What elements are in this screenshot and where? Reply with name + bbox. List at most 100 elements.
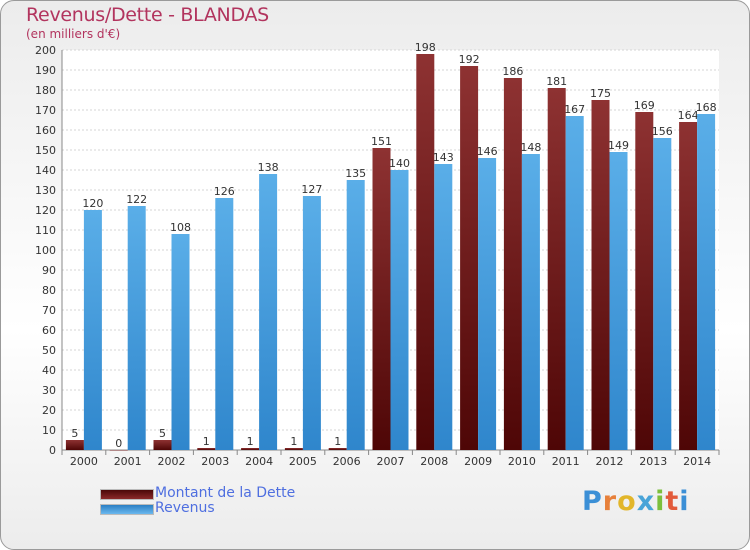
y-tick-label: 130 — [35, 184, 56, 197]
revenue-bar — [390, 170, 409, 450]
x-tick-label: 2013 — [639, 455, 667, 468]
legend-swatch-dette — [100, 489, 154, 500]
revenue-bar — [346, 180, 365, 450]
chart-subtitle: (en milliers d'€) — [26, 27, 121, 41]
revenue-bar — [653, 138, 672, 450]
debt-bar — [372, 148, 391, 450]
y-tick-label: 20 — [42, 404, 56, 417]
y-tick-label: 180 — [35, 84, 56, 97]
y-tick-label: 70 — [42, 304, 56, 317]
y-tick-label: 90 — [42, 264, 56, 277]
x-tick-label: 2003 — [201, 455, 229, 468]
y-tick-label: 150 — [35, 144, 56, 157]
debt-bar — [679, 122, 698, 450]
x-tick-label: 2007 — [377, 455, 405, 468]
debt-bar — [328, 448, 347, 450]
debt-bar — [109, 450, 128, 451]
revenue-value-label: 108 — [170, 221, 191, 234]
revenue-bar — [565, 116, 584, 450]
y-tick-label: 100 — [35, 244, 56, 257]
debt-value-label: 5 — [159, 427, 166, 440]
debt-bar — [197, 448, 216, 450]
x-tick-label: 2005 — [289, 455, 317, 468]
debt-value-label: 0 — [115, 437, 122, 450]
revenue-value-label: 135 — [345, 167, 366, 180]
y-tick-label: 50 — [42, 344, 56, 357]
revenue-value-label: 143 — [433, 151, 454, 164]
debt-bar — [65, 440, 84, 450]
revenue-bar — [215, 198, 234, 450]
y-tick-label: 10 — [42, 424, 56, 437]
debt-value-label: 169 — [634, 99, 655, 112]
x-tick-label: 2000 — [70, 455, 98, 468]
revenue-bar — [127, 206, 146, 450]
debt-value-label: 5 — [71, 427, 78, 440]
debt-bar — [635, 112, 654, 450]
x-tick-label: 2004 — [245, 455, 273, 468]
revenue-value-label: 138 — [258, 161, 279, 174]
legend-swatch-revenus — [100, 504, 154, 515]
x-tick-label: 2008 — [420, 455, 448, 468]
revenue-bar — [259, 174, 278, 450]
revenue-value-label: 127 — [301, 183, 322, 196]
debt-value-label: 192 — [459, 53, 480, 66]
y-tick-label: 0 — [49, 444, 56, 457]
debt-value-label: 1 — [203, 435, 210, 448]
revenue-bar — [521, 154, 540, 450]
revenue-value-label: 122 — [126, 193, 147, 206]
debt-value-label: 186 — [502, 65, 523, 78]
debt-value-label: 198 — [415, 41, 436, 54]
x-tick-label: 2009 — [464, 455, 492, 468]
debt-value-label: 1 — [290, 435, 297, 448]
y-tick-label: 120 — [35, 204, 56, 217]
revenue-value-label: 149 — [608, 139, 629, 152]
revenue-bar — [609, 152, 628, 450]
proxiti-logo: Proxiti — [582, 486, 690, 517]
revenue-bar — [697, 114, 716, 450]
debt-bar — [460, 66, 479, 450]
revenue-bar — [434, 164, 453, 450]
x-tick-label: 2012 — [596, 455, 624, 468]
revenue-value-label: 140 — [389, 157, 410, 170]
revenue-value-label: 148 — [520, 141, 541, 154]
revenue-value-label: 146 — [477, 145, 498, 158]
legend-label-dette: Montant de la Dette — [155, 485, 296, 501]
debt-bar — [591, 100, 610, 450]
x-tick-label: 2014 — [683, 455, 711, 468]
debt-value-label: 1 — [334, 435, 341, 448]
y-tick-label: 110 — [35, 224, 56, 237]
debt-bar — [547, 88, 566, 450]
debt-value-label: 181 — [546, 75, 567, 88]
revenue-value-label: 126 — [214, 185, 235, 198]
revenue-value-label: 168 — [696, 101, 717, 114]
debt-value-label: 1 — [247, 435, 254, 448]
revenue-bar — [171, 234, 190, 450]
y-tick-label: 40 — [42, 364, 56, 377]
y-tick-label: 170 — [35, 104, 56, 117]
debt-value-label: 164 — [678, 109, 699, 122]
debt-bar — [153, 440, 172, 450]
debt-bar — [416, 54, 435, 450]
revenue-value-label: 167 — [564, 103, 585, 116]
x-tick-label: 2010 — [508, 455, 536, 468]
y-tick-label: 60 — [42, 324, 56, 337]
debt-value-label: 151 — [371, 135, 392, 148]
legend-label-revenus: Revenus — [155, 500, 215, 516]
y-tick-label: 30 — [42, 384, 56, 397]
debt-bar — [241, 448, 260, 450]
debt-bar — [503, 78, 522, 450]
revenue-bar — [83, 210, 102, 450]
revenue-value-label: 156 — [652, 125, 673, 138]
debt-value-label: 175 — [590, 87, 611, 100]
revenue-value-label: 120 — [82, 197, 103, 210]
y-tick-label: 140 — [35, 164, 56, 177]
x-tick-label: 2002 — [158, 455, 186, 468]
debt-bar — [284, 448, 303, 450]
revenue-bar — [478, 158, 497, 450]
x-tick-label: 2001 — [114, 455, 142, 468]
revenue-bar — [302, 196, 321, 450]
y-tick-label: 160 — [35, 124, 56, 137]
chart-title: Revenus/Dette - BLANDAS — [26, 4, 269, 26]
x-tick-label: 2011 — [552, 455, 580, 468]
